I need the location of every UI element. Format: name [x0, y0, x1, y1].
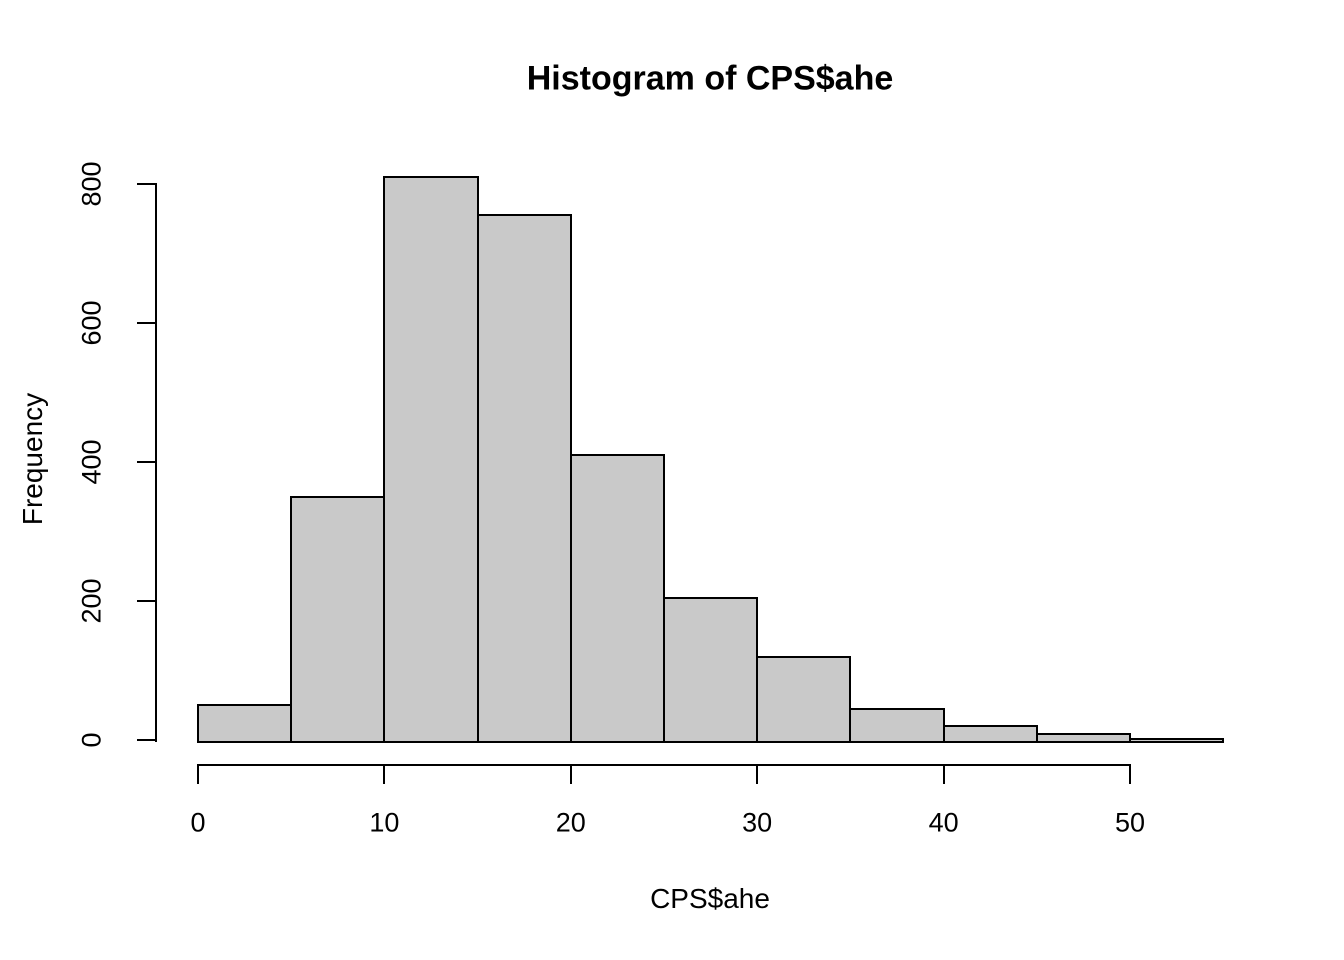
y-tick-label: 600: [76, 300, 107, 346]
x-tick-label: 0: [190, 807, 206, 838]
histogram-bar: [197, 704, 293, 743]
y-tick-mark: [137, 600, 155, 602]
histogram-bar: [569, 454, 665, 743]
histogram-bar: [290, 495, 386, 743]
y-tick-mark: [137, 322, 155, 324]
x-tick-label: 30: [742, 807, 773, 838]
y-tick-mark: [137, 183, 155, 185]
y-tick-mark: [137, 461, 155, 463]
histogram-bar: [663, 596, 759, 743]
y-tick-label: 800: [76, 161, 107, 207]
histogram-bar: [1035, 733, 1131, 743]
y-tick-label: 400: [76, 439, 107, 485]
y-tick-label: 200: [76, 578, 107, 624]
x-tick-mark: [1129, 764, 1131, 784]
histogram-bar: [756, 655, 852, 743]
x-tick-mark: [383, 764, 386, 784]
x-tick-mark: [942, 764, 945, 784]
x-tick-mark: [197, 764, 199, 784]
x-tick-label: 40: [928, 807, 959, 838]
x-tick-label: 50: [1114, 807, 1146, 838]
x-tick-label: 10: [369, 807, 400, 838]
histogram-bar: [476, 214, 572, 743]
histogram-bar: [942, 725, 1038, 743]
x-axis-line: [197, 764, 1131, 766]
y-axis-line: [155, 183, 157, 742]
x-axis-title: CPS$ahe: [650, 883, 770, 914]
x-tick-label: 20: [555, 807, 586, 838]
histogram-bar: [1129, 737, 1225, 743]
x-tick-mark: [756, 764, 759, 784]
y-tick-mark: [137, 739, 155, 741]
x-tick-mark: [569, 764, 572, 784]
chart-title: Histogram of CPS$ahe: [526, 59, 894, 98]
histogram-bar: [849, 707, 945, 743]
histogram-bar: [383, 176, 479, 743]
y-tick-label: 0: [76, 732, 107, 748]
y-axis-title: Frequency: [17, 392, 48, 526]
